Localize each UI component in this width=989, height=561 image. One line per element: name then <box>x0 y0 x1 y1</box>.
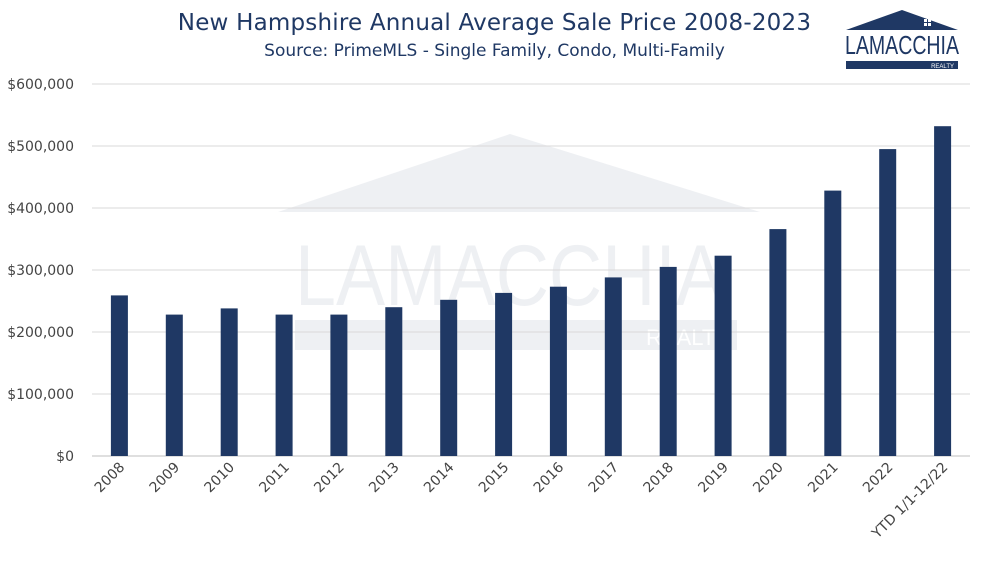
x-tick-label: 2021 <box>805 460 842 497</box>
bar <box>220 308 238 456</box>
y-tick-label: $0 <box>56 449 74 465</box>
lamacchia-logo: LAMACCHIA REALTY <box>845 10 959 70</box>
bar <box>549 286 567 456</box>
x-tick-label: 2017 <box>586 460 623 497</box>
bar <box>440 299 458 456</box>
bar <box>934 126 952 456</box>
bar <box>385 307 403 456</box>
x-tick-label: 2014 <box>421 459 458 496</box>
bar <box>879 149 897 456</box>
y-tick-label: $500,000 <box>7 139 74 155</box>
lamacchia-watermark: LAMACCHIA REALTY <box>278 134 760 350</box>
y-tick-label: $600,000 <box>7 77 74 93</box>
bar <box>659 266 677 456</box>
bar <box>110 295 128 456</box>
bar <box>714 255 732 456</box>
logo-wordmark: LAMACCHIA <box>845 30 959 60</box>
chart-subtitle: Source: PrimeMLS - Single Family, Condo,… <box>264 41 725 61</box>
logo-tagline: REALTY <box>931 64 954 70</box>
x-tick-label: 2018 <box>641 460 678 497</box>
x-tick-label: 2020 <box>750 460 787 497</box>
x-tick-label: 2019 <box>695 460 732 497</box>
x-tick-label: 2015 <box>476 460 513 497</box>
bar <box>330 314 348 456</box>
x-tick-label: 2010 <box>202 460 239 497</box>
x-tick-label: 2012 <box>311 460 348 497</box>
bar <box>824 190 842 456</box>
bar <box>604 277 622 456</box>
bar <box>495 292 513 456</box>
y-tick-label: $100,000 <box>7 387 74 403</box>
x-tick-label: 2009 <box>147 460 184 497</box>
chart-title: New Hampshire Annual Average Sale Price … <box>177 10 812 36</box>
y-tick-label: $300,000 <box>7 263 74 279</box>
bar <box>275 314 293 456</box>
x-tick-label: 2022 <box>860 460 897 497</box>
x-tick-label: 2008 <box>92 460 129 497</box>
y-tick-label: $200,000 <box>7 325 74 341</box>
y-tick-label: $400,000 <box>7 201 74 217</box>
x-tick-label: 2013 <box>366 460 403 497</box>
x-tick-label: 2016 <box>531 459 568 496</box>
bar <box>769 229 787 456</box>
bar <box>165 314 183 456</box>
x-tick-label: 2011 <box>256 460 293 497</box>
